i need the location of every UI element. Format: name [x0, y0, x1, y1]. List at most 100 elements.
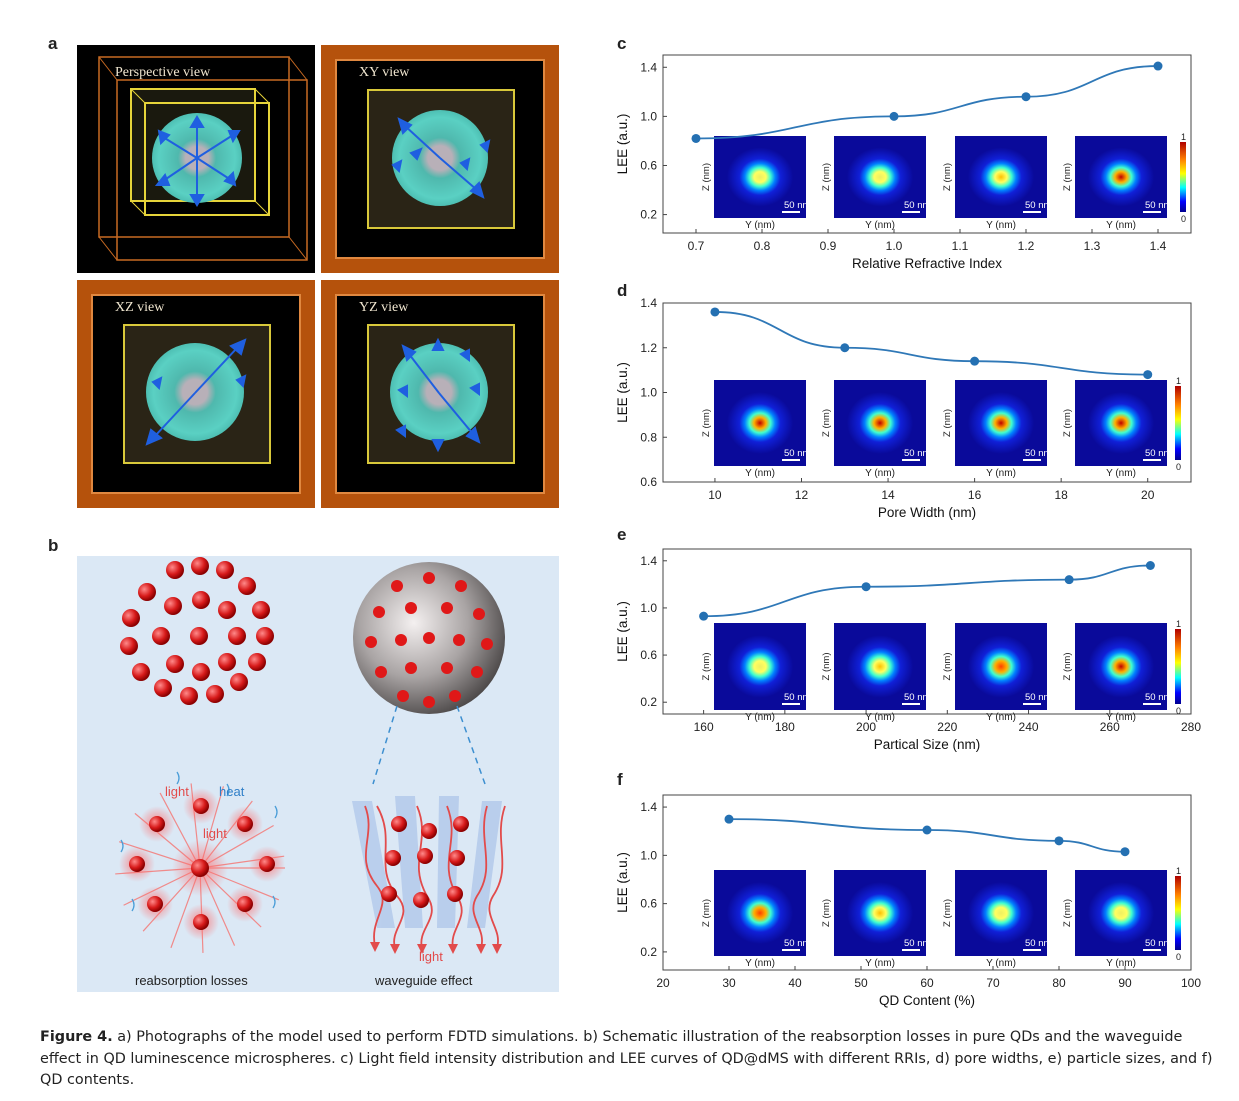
panel-b-letter: b — [48, 536, 59, 555]
field-map-4 — [1075, 136, 1167, 218]
inset-z-label: Z (nm) — [942, 899, 953, 927]
scale-bar-label: 50 nm — [904, 692, 930, 703]
sphere-embedded-qds — [365, 572, 493, 708]
qd-dot — [252, 601, 270, 619]
qd-dot — [132, 663, 150, 681]
sphere-qd — [397, 690, 409, 702]
inset-y-label: Y (nm) — [1106, 958, 1136, 969]
waveguide-qd — [385, 850, 401, 866]
data-point — [922, 825, 932, 835]
data-point — [691, 133, 701, 143]
x-axis-label: Partical Size (nm) — [874, 737, 981, 752]
yz-arrows — [395, 337, 481, 453]
inset-y-label: Y (nm) — [745, 712, 775, 723]
chart-f: f 20 30 40 50 60 70 80 90 100 0.2 0.6 1.0 1.4 QD Conte… — [615, 770, 1201, 1008]
view-label-perspective: Perspective view — [115, 65, 211, 80]
field-spot — [846, 635, 914, 698]
data-point — [710, 307, 720, 317]
data-point — [1143, 370, 1153, 380]
field-spot — [726, 635, 794, 698]
x-tick-label: 90 — [1118, 976, 1132, 990]
field-spot — [1087, 635, 1155, 698]
scale-bar-label: 50 nm — [784, 692, 810, 703]
view-label-yz: YZ view — [359, 300, 409, 315]
plot-frame — [662, 54, 1192, 234]
figure-caption: Figure 4. a) Photographs of the model us… — [40, 1027, 1215, 1092]
heat-wave — [120, 839, 124, 853]
plot-frame — [662, 548, 1192, 715]
x-tick-label: 18 — [1054, 488, 1068, 502]
y-tick-label: 1.0 — [640, 386, 657, 400]
qd-dot — [192, 591, 210, 609]
heat-wave — [272, 895, 276, 909]
inset-z-label: Z (nm) — [1062, 409, 1073, 437]
inset-y-label: Y (nm) — [865, 712, 895, 723]
field-spot — [846, 147, 914, 207]
qd-dot — [193, 914, 209, 930]
panel-letter-f: f — [617, 770, 623, 789]
inset-y-label: Y (nm) — [745, 958, 775, 969]
colorbar — [1175, 386, 1181, 460]
qd-dot — [149, 816, 165, 832]
scale-bar-label: 50 nm — [904, 938, 930, 949]
qd-dot — [152, 627, 170, 645]
yz-view-image: YZ view — [321, 280, 559, 508]
qd-dot — [193, 798, 209, 814]
scale-bar-label: 50 nm — [1025, 448, 1051, 459]
sphere-qd — [473, 608, 485, 620]
heat-wave — [226, 783, 230, 797]
scale-bar-label: 50 nm — [1145, 448, 1171, 459]
y-axis-label: LEE (a.u.) — [615, 852, 630, 913]
field-map-1 — [714, 380, 806, 466]
data-point — [840, 343, 850, 353]
scale-bar-label: 50 nm — [904, 200, 930, 211]
qd-dot — [166, 655, 184, 673]
panel-letter-c: c — [617, 34, 626, 53]
inset-z-label: Z (nm) — [821, 899, 832, 927]
field-map-1 — [714, 623, 806, 710]
x-axis-label: Relative Refractive Index — [852, 256, 1002, 271]
sphere-qd — [375, 666, 387, 678]
y-tick-label: 0.6 — [640, 897, 657, 911]
xy-view-image: XY view — [321, 45, 559, 273]
data-point — [1064, 575, 1074, 585]
field-map-1 — [714, 136, 806, 218]
qd-dot — [191, 557, 209, 575]
inset-z-label: Z (nm) — [821, 163, 832, 191]
y-tick-label: 1.0 — [640, 109, 657, 123]
x-tick-label: 1.1 — [952, 239, 969, 253]
qd-dot — [166, 561, 184, 579]
sphere-qd — [405, 602, 417, 614]
x-tick-label: 160 — [694, 720, 714, 734]
chart-c: c 0.7 0.8 0.9 1.0 1.1 1.2 1.3 1.4 0.2 0.6 1.0 1.4 Rel… — [615, 34, 1192, 271]
qd-dot — [216, 561, 234, 579]
plot-frame — [662, 302, 1192, 483]
sphere-qd — [441, 602, 453, 614]
x-tick-label: 0.8 — [754, 239, 771, 253]
qd-dot — [218, 601, 236, 619]
sphere-qd — [373, 606, 385, 618]
x-tick-label: 14 — [881, 488, 895, 502]
field-spot — [967, 635, 1035, 698]
colorbar-min: 0 — [1176, 952, 1181, 962]
field-map-2 — [834, 870, 926, 956]
colorbar-max: 1 — [1176, 376, 1181, 386]
field-spot — [967, 147, 1035, 207]
panel-letter-d: d — [617, 281, 627, 300]
inset-z-label: Z (nm) — [942, 163, 953, 191]
scale-bar-label: 50 nm — [1145, 938, 1171, 949]
waveguide-qd — [447, 886, 463, 902]
inset-y-label: Y (nm) — [986, 712, 1016, 723]
inset-z-label: Z (nm) — [821, 653, 832, 681]
field-map-3 — [955, 870, 1047, 956]
qd-dot — [122, 609, 140, 627]
qd-dot — [230, 673, 248, 691]
waveguide-qd — [391, 816, 407, 832]
qd-dot — [206, 685, 224, 703]
x-tick-label: 80 — [1052, 976, 1066, 990]
inset-z-label: Z (nm) — [701, 899, 712, 927]
scale-bar-label: 50 nm — [1145, 200, 1171, 211]
label-waveguide-effect: waveguide effect — [375, 973, 473, 988]
field-map-3 — [955, 136, 1047, 218]
